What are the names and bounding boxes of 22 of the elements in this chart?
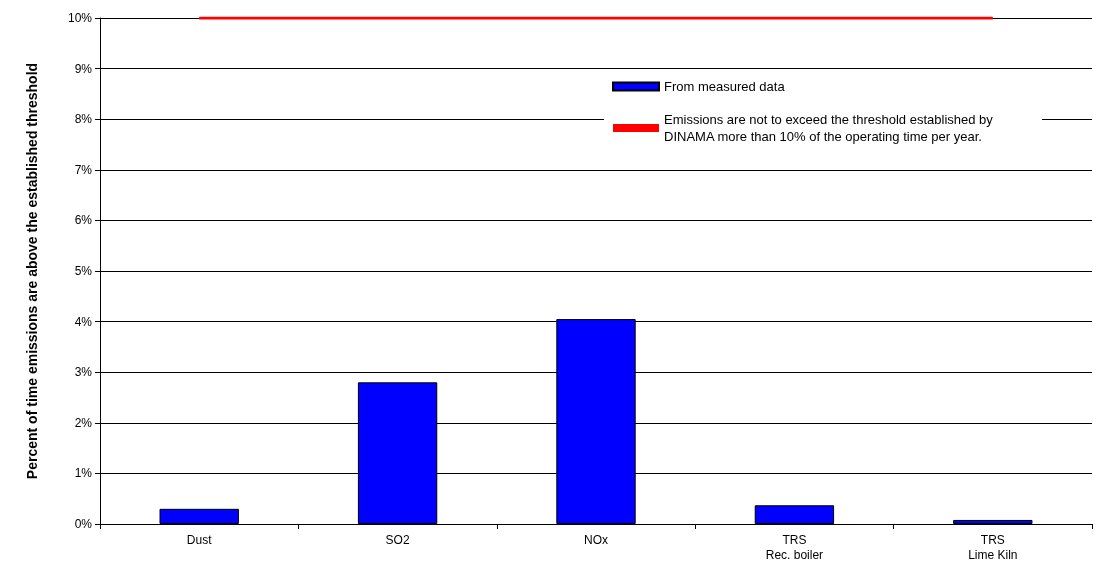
y-tick-label: 5%: [74, 264, 93, 278]
bar: [953, 519, 1033, 524]
y-tick-label: 6%: [74, 213, 93, 228]
legend-label: From measured data: [664, 79, 786, 94]
y-tick-label: 1%: [74, 466, 93, 481]
y-tick-label: 8%: [74, 112, 93, 127]
bar: [754, 505, 835, 524]
x-tick-label: NOx: [584, 532, 608, 547]
y-tick-label: 9%: [74, 61, 93, 76]
x-tick-label: TRS Rec. boiler: [765, 532, 824, 562]
y-tick-label: 10%: [67, 11, 93, 25]
y-tick-label: 3%: [74, 365, 93, 380]
legend-label: Emissions are not to exceed the threshold established by DINAMA more than 10% of the operating time per year.: [664, 112, 997, 144]
y-tick-label: 2%: [74, 415, 93, 430]
x-tick-label: TRS Lime Kiln: [968, 532, 1018, 562]
bar: [159, 508, 239, 524]
y-tick-label: 7%: [74, 162, 93, 177]
y-tick-label: 0%: [74, 517, 93, 531]
x-tick-label: SO2: [385, 532, 410, 547]
x-tick-label: Dust: [186, 532, 213, 547]
y-axis-title: Percent of time emissions are above the established threshold: [23, 62, 40, 480]
y-tick-label: 4%: [74, 314, 93, 329]
